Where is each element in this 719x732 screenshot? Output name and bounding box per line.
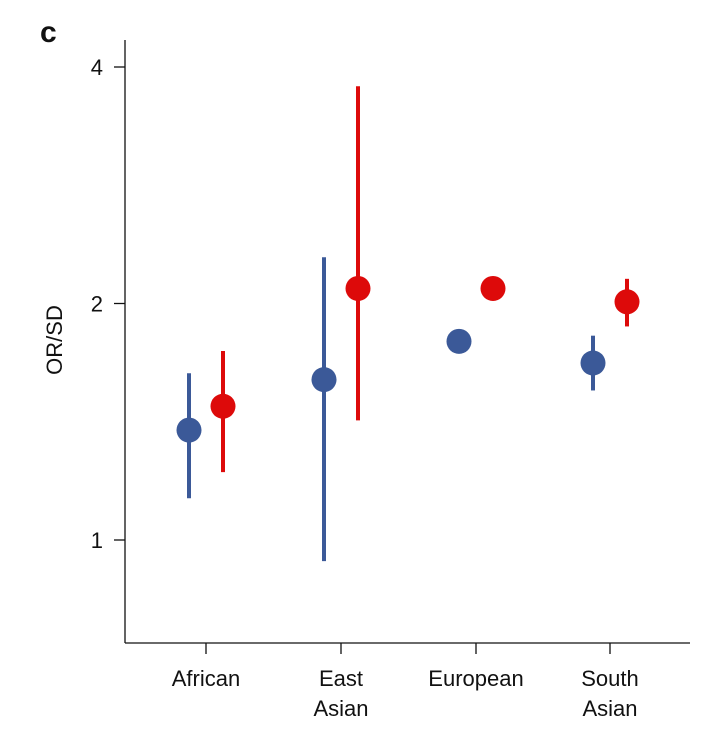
data-point	[210, 393, 236, 419]
y-tick-label: 2	[91, 292, 103, 317]
data-point	[311, 367, 337, 393]
y-ticks: 1 2 4	[91, 55, 125, 553]
data-marks	[176, 86, 640, 562]
data-point	[345, 275, 371, 301]
x-tick-label-line: African	[172, 666, 240, 691]
x-tick-label-line: Asian	[582, 696, 637, 721]
x-tick-label-line: East	[319, 666, 363, 691]
x-tick-label: East Asian	[313, 666, 368, 721]
data-point	[580, 350, 606, 376]
x-tick-label: European	[428, 666, 523, 691]
x-tick-label: South Asian	[581, 666, 639, 721]
data-point	[614, 289, 640, 315]
y-axis-title: OR/SD	[42, 305, 67, 375]
x-tick-label-line: South	[581, 666, 639, 691]
panel-label: c	[40, 16, 57, 49]
data-point	[176, 417, 202, 443]
x-tick-label-line: Asian	[313, 696, 368, 721]
x-tick-label: African	[172, 666, 240, 691]
data-point	[446, 328, 472, 354]
y-tick-label: 1	[91, 528, 103, 553]
y-tick-label: 4	[91, 55, 103, 80]
data-point	[480, 275, 506, 301]
x-tick-label-line: European	[428, 666, 523, 691]
x-ticks: African East Asian European South Asian	[172, 643, 639, 721]
